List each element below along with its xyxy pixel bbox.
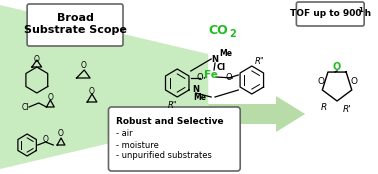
Text: R': R' bbox=[342, 105, 351, 113]
Text: Broad: Broad bbox=[57, 13, 93, 23]
Text: - air: - air bbox=[116, 129, 133, 139]
Text: O: O bbox=[333, 62, 341, 72]
Text: R: R bbox=[321, 102, 327, 112]
Text: 2: 2 bbox=[229, 29, 236, 39]
FancyBboxPatch shape bbox=[108, 107, 240, 171]
Text: N: N bbox=[192, 85, 199, 94]
Text: Me: Me bbox=[194, 93, 207, 101]
Text: Fe: Fe bbox=[204, 70, 218, 80]
Text: O: O bbox=[317, 77, 324, 85]
Text: O: O bbox=[34, 56, 40, 65]
Text: O: O bbox=[43, 135, 48, 144]
Polygon shape bbox=[208, 96, 305, 132]
Polygon shape bbox=[0, 5, 208, 169]
Text: -1: -1 bbox=[356, 7, 364, 13]
Text: R": R" bbox=[167, 101, 177, 109]
Text: CO: CO bbox=[208, 23, 228, 37]
Text: Cl: Cl bbox=[22, 102, 29, 112]
Text: O: O bbox=[89, 86, 95, 96]
FancyBboxPatch shape bbox=[27, 4, 123, 46]
Text: O: O bbox=[350, 77, 357, 85]
Text: Cl: Cl bbox=[216, 62, 225, 72]
Text: - unpurified substrates: - unpurified substrates bbox=[116, 152, 212, 160]
Text: Robust and Selective: Robust and Selective bbox=[116, 117, 224, 126]
FancyBboxPatch shape bbox=[296, 2, 364, 26]
Text: O: O bbox=[196, 73, 203, 82]
Text: R": R" bbox=[255, 57, 265, 66]
Text: - moisture: - moisture bbox=[116, 140, 159, 149]
Text: O: O bbox=[81, 61, 86, 70]
Text: O: O bbox=[225, 73, 232, 82]
Text: O: O bbox=[47, 93, 53, 101]
Text: O: O bbox=[58, 129, 64, 139]
Text: Substrate Scope: Substrate Scope bbox=[24, 25, 127, 35]
Text: N: N bbox=[212, 54, 218, 64]
Text: TOF up to 900 h: TOF up to 900 h bbox=[290, 10, 371, 18]
Text: Me: Me bbox=[219, 49, 232, 57]
